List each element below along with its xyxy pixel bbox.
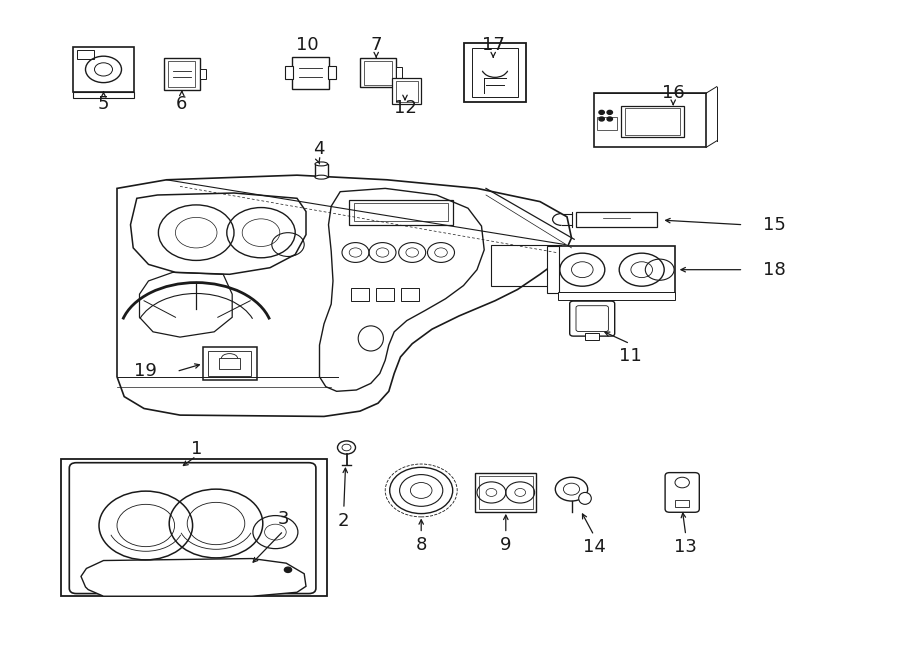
Bar (621, 106, 684, 137)
Circle shape (555, 477, 588, 501)
Text: 16: 16 (662, 83, 685, 102)
Bar (200, 69, 206, 79)
Text: 14: 14 (582, 538, 606, 557)
Circle shape (390, 467, 453, 514)
Text: 12: 12 (393, 99, 417, 118)
Ellipse shape (315, 162, 328, 166)
Text: 7: 7 (371, 36, 382, 54)
Bar (547, 246, 559, 293)
Bar (164, 58, 200, 90)
Bar (364, 61, 392, 85)
Circle shape (598, 117, 605, 121)
Circle shape (607, 110, 613, 114)
Text: 13: 13 (674, 538, 698, 557)
Bar (576, 212, 657, 227)
Bar (396, 67, 402, 79)
Bar (292, 57, 329, 89)
Bar (472, 48, 518, 97)
Bar (360, 58, 396, 87)
Ellipse shape (579, 492, 591, 504)
Text: 9: 9 (500, 536, 511, 555)
Bar (351, 288, 369, 301)
Bar (349, 200, 453, 225)
Bar (392, 78, 421, 104)
Text: 3: 3 (278, 510, 289, 528)
Text: 17: 17 (482, 36, 505, 54)
Text: 4: 4 (313, 140, 324, 159)
Text: 8: 8 (416, 536, 427, 555)
Bar (315, 164, 328, 177)
Bar (73, 92, 134, 98)
Text: 2: 2 (338, 512, 349, 530)
Text: 5: 5 (98, 95, 109, 113)
Bar (479, 476, 533, 509)
Bar (61, 459, 327, 596)
Bar (219, 358, 240, 369)
FancyBboxPatch shape (69, 463, 316, 594)
Circle shape (284, 567, 292, 572)
Text: 1: 1 (191, 440, 202, 459)
Text: 6: 6 (176, 95, 187, 113)
Bar (168, 61, 195, 87)
Bar (558, 292, 675, 300)
Bar (285, 66, 293, 79)
Circle shape (338, 441, 356, 454)
Bar (558, 246, 675, 293)
Ellipse shape (315, 175, 328, 179)
Bar (376, 288, 394, 301)
Text: 18: 18 (763, 260, 786, 279)
Text: 11: 11 (618, 346, 642, 365)
Bar (401, 288, 419, 301)
Bar (77, 50, 94, 59)
Bar (328, 66, 336, 79)
Bar (208, 351, 251, 376)
Bar (598, 117, 617, 130)
Polygon shape (81, 559, 306, 596)
Bar (594, 93, 706, 147)
Bar (585, 332, 599, 340)
Circle shape (607, 117, 613, 121)
Bar (464, 43, 526, 102)
Bar (625, 108, 680, 135)
FancyBboxPatch shape (665, 473, 699, 512)
Bar (396, 81, 418, 102)
Bar (675, 500, 689, 507)
Text: 10: 10 (296, 36, 320, 54)
Bar (202, 347, 256, 380)
FancyBboxPatch shape (570, 301, 615, 336)
Circle shape (598, 110, 605, 114)
Bar (354, 203, 448, 221)
Bar (73, 47, 134, 92)
Text: 19: 19 (134, 362, 157, 381)
Bar (491, 245, 561, 286)
Bar (475, 473, 536, 512)
Text: 15: 15 (763, 215, 786, 234)
